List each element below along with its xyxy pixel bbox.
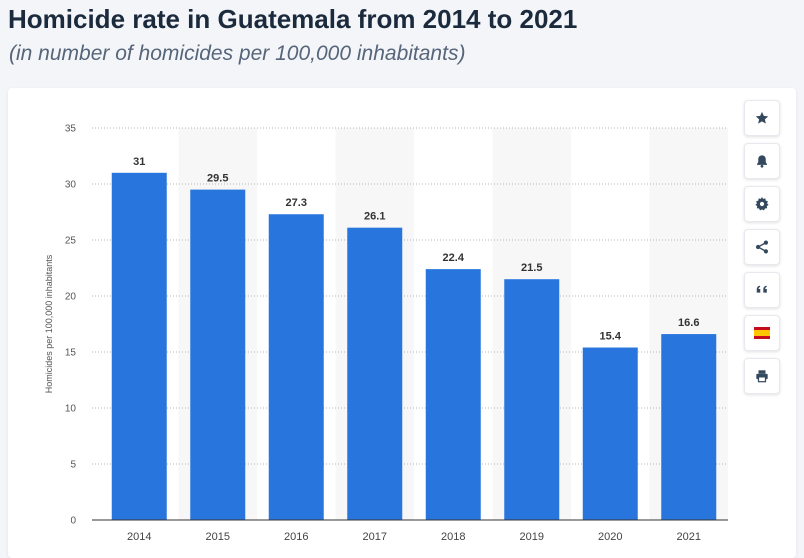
y-tick-label: 0: [70, 516, 76, 527]
bar-2018[interactable]: [425, 269, 481, 520]
value-label: 22.4: [443, 252, 465, 264]
bar-2015[interactable]: [190, 189, 246, 520]
bar-2020[interactable]: [582, 347, 638, 520]
y-tick-label: 25: [65, 236, 77, 247]
y-axis-label: Homicides per 100,000 inhabitants: [44, 254, 54, 393]
x-tick-label: 2016: [284, 531, 308, 543]
y-tick-label: 35: [65, 124, 77, 135]
bar-2016[interactable]: [268, 214, 324, 520]
star-icon: [755, 111, 769, 124]
y-tick-label: 30: [65, 180, 77, 191]
print-icon: [756, 370, 768, 383]
spain-flag-icon: [754, 327, 770, 339]
bar-2014[interactable]: [111, 172, 167, 521]
value-label: 31: [133, 156, 145, 168]
notification-button[interactable]: [744, 143, 780, 179]
favorite-button[interactable]: [744, 100, 780, 136]
bar-2021[interactable]: [661, 334, 717, 520]
quote-icon: [756, 285, 767, 293]
y-tick-label: 15: [65, 348, 77, 359]
y-tick-label: 5: [70, 460, 76, 471]
value-label: 15.4: [600, 331, 622, 343]
x-tick-label: 2014: [127, 531, 151, 543]
chart-card: 31 29.5 27.3 26.1 22.4 21.5 15.4 16.6 0 5 10 15 20 2…: [8, 88, 796, 558]
x-tick-label: 2021: [677, 531, 701, 543]
page-subtitle: (in number of homicides per 100,000 inha…: [9, 42, 466, 65]
cite-button[interactable]: [744, 272, 780, 308]
value-label: 21.5: [521, 262, 542, 274]
print-button[interactable]: [744, 358, 780, 394]
y-tick-label: 10: [65, 404, 77, 415]
language-button[interactable]: [744, 315, 780, 351]
page-title: Homicide rate in Guatemala from 2014 to …: [8, 4, 578, 34]
x-tick-label: 2018: [441, 531, 465, 543]
settings-button[interactable]: [744, 186, 780, 222]
x-tick-label: 2015: [206, 531, 230, 543]
x-tick-label: 2020: [598, 531, 622, 543]
bell-icon: [757, 155, 767, 168]
value-label: 26.1: [364, 211, 385, 223]
share-button[interactable]: [744, 229, 780, 265]
y-tick-label: 20: [65, 292, 77, 303]
share-icon: [755, 240, 769, 254]
chart-toolbar: [744, 100, 782, 401]
value-label: 27.3: [286, 197, 307, 209]
value-label: 29.5: [207, 173, 228, 185]
value-label: 16.6: [678, 317, 699, 329]
x-tick-label: 2017: [363, 531, 387, 543]
x-tick-label: 2019: [520, 531, 544, 543]
bar-2019[interactable]: [504, 279, 560, 520]
bar-2017[interactable]: [347, 227, 403, 520]
gear-icon: [755, 197, 769, 211]
